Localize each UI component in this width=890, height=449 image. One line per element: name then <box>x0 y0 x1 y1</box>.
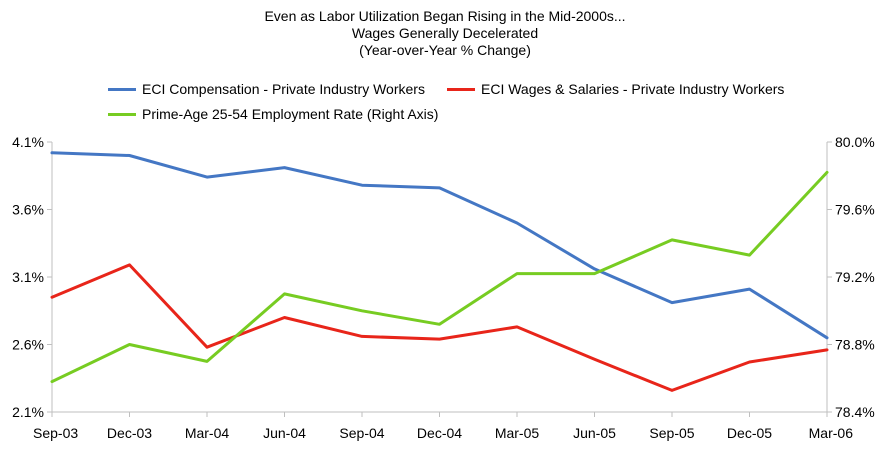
x-tick-label: Sep-03 <box>33 425 78 441</box>
chart-title-line-3: (Year-over-Year % Change) <box>359 42 531 58</box>
legend-label-eci-wages: ECI Wages & Salaries - Private Industry … <box>481 81 785 97</box>
x-tick-label: Mar-06 <box>809 425 854 441</box>
right-tick-label: 79.2% <box>835 269 875 285</box>
left-tick-label: 2.1% <box>12 404 44 420</box>
x-tick-label: Dec-04 <box>417 425 462 441</box>
chart-title: Even as Labor Utilization Began Rising i… <box>0 8 890 59</box>
x-tick-label: Mar-05 <box>495 425 540 441</box>
left-tick-label: 3.6% <box>12 202 44 218</box>
legend-label-eci-compensation: ECI Compensation - Private Industry Work… <box>142 81 425 97</box>
series-line-1 <box>50 263 829 392</box>
right-tick-label: 80.0% <box>835 134 875 150</box>
chart-title-line-2: Wages Generally Decelerated <box>351 25 539 41</box>
right-tick-label: 79.6% <box>835 202 875 218</box>
legend-swatch-eci-compensation <box>108 87 136 91</box>
left-tick-label: 3.1% <box>12 269 44 285</box>
right-tick-label: 78.4% <box>835 404 875 420</box>
legend-swatch-eci-wages <box>447 87 475 91</box>
legend-item-eci-compensation: ECI Compensation - Private Industry Work… <box>108 81 425 97</box>
x-tick-label: Jun-04 <box>263 425 306 441</box>
legend: ECI Compensation - Private Industry Work… <box>0 0 890 130</box>
legend-swatch-employment-rate <box>108 112 136 116</box>
right-tick-label: 78.8% <box>835 337 875 353</box>
chart-title-line-1: Even as Labor Utilization Began Rising i… <box>264 8 626 24</box>
x-tick-label: Sep-04 <box>339 425 384 441</box>
series-line-2 <box>50 170 829 384</box>
legend-label-employment-rate: Prime-Age 25-54 Employment Rate (Right A… <box>142 106 439 122</box>
legend-item-eci-wages: ECI Wages & Salaries - Private Industry … <box>447 81 784 97</box>
legend-item-employment-rate: Prime-Age 25-54 Employment Rate (Right A… <box>108 106 438 122</box>
left-tick-label: 4.1% <box>12 134 44 150</box>
series-line-0 <box>50 151 829 340</box>
x-tick-label: Jun-05 <box>573 425 616 441</box>
x-tick-label: Mar-04 <box>185 425 230 441</box>
x-tick-label: Dec-03 <box>107 425 152 441</box>
left-tick-label: 2.6% <box>12 337 44 353</box>
x-tick-label: Dec-05 <box>727 425 772 441</box>
x-tick-label: Sep-05 <box>649 425 694 441</box>
